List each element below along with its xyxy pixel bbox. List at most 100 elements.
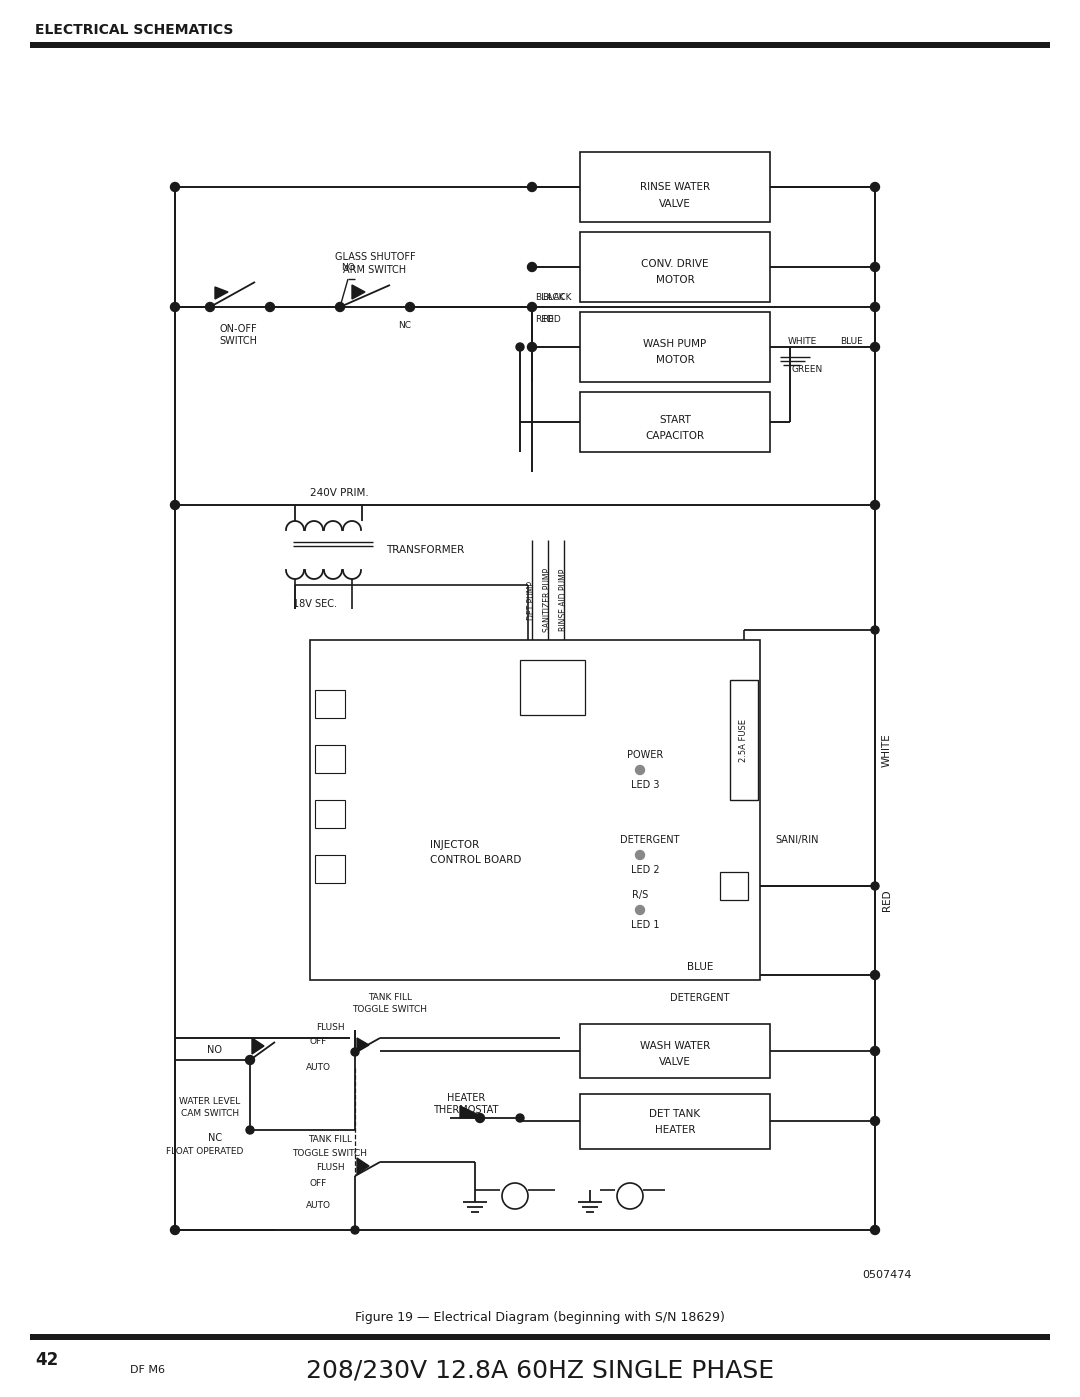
Text: WASH WATER: WASH WATER bbox=[639, 1041, 711, 1051]
Text: WASH PUMP: WASH PUMP bbox=[644, 339, 706, 349]
Text: BLACK: BLACK bbox=[542, 292, 571, 302]
Text: SANI/RIN: SANI/RIN bbox=[775, 835, 819, 845]
Text: DF M6: DF M6 bbox=[130, 1365, 165, 1375]
Circle shape bbox=[870, 1116, 879, 1126]
Text: 18V SEC.: 18V SEC. bbox=[293, 599, 337, 609]
Bar bbox=[315, 745, 345, 773]
Text: CAPACITOR: CAPACITOR bbox=[646, 432, 704, 441]
Text: CAM SWITCH: CAM SWITCH bbox=[181, 1109, 239, 1119]
Text: WHITE: WHITE bbox=[788, 338, 818, 346]
Text: SANITIZER PUMP: SANITIZER PUMP bbox=[543, 569, 553, 631]
Circle shape bbox=[171, 303, 179, 312]
Bar bbox=[519, 659, 585, 715]
Text: 2.5A FUSE: 2.5A FUSE bbox=[740, 718, 748, 761]
Circle shape bbox=[205, 303, 215, 312]
Circle shape bbox=[516, 1113, 524, 1122]
Polygon shape bbox=[215, 286, 228, 299]
Bar bbox=[720, 872, 748, 900]
Text: 0507474: 0507474 bbox=[862, 1270, 912, 1280]
Circle shape bbox=[870, 1225, 879, 1235]
Circle shape bbox=[171, 1225, 179, 1235]
Circle shape bbox=[870, 303, 879, 312]
Text: NC: NC bbox=[208, 1133, 222, 1143]
Text: ARM SWITCH: ARM SWITCH bbox=[343, 265, 406, 275]
Text: NO: NO bbox=[341, 263, 355, 271]
Text: RINSE WATER: RINSE WATER bbox=[640, 182, 710, 191]
Text: OFF: OFF bbox=[309, 1179, 326, 1187]
Text: BLACK: BLACK bbox=[535, 292, 565, 302]
Circle shape bbox=[527, 342, 537, 352]
Text: 42: 42 bbox=[35, 1351, 58, 1369]
Bar bbox=[580, 1094, 770, 1148]
Text: DET PUMP: DET PUMP bbox=[527, 581, 537, 619]
Bar bbox=[310, 640, 760, 981]
Text: FLUSH: FLUSH bbox=[315, 1164, 345, 1172]
Text: LED 2: LED 2 bbox=[631, 865, 659, 875]
Circle shape bbox=[870, 342, 879, 352]
Text: GLASS SHUTOFF: GLASS SHUTOFF bbox=[335, 251, 416, 263]
Text: CONTROL BOARD: CONTROL BOARD bbox=[430, 855, 522, 865]
Circle shape bbox=[870, 971, 879, 979]
Text: THERMOSTAT: THERMOSTAT bbox=[433, 1105, 499, 1115]
Text: POWER: POWER bbox=[626, 750, 663, 760]
Text: WHITE: WHITE bbox=[882, 733, 892, 767]
Text: RED: RED bbox=[542, 314, 561, 324]
Bar bbox=[315, 855, 345, 883]
Circle shape bbox=[351, 1048, 359, 1056]
Text: GREEN: GREEN bbox=[792, 365, 823, 373]
Text: DETERGENT: DETERGENT bbox=[620, 835, 679, 845]
Text: BLUE: BLUE bbox=[840, 338, 863, 346]
Polygon shape bbox=[460, 1106, 485, 1118]
Circle shape bbox=[171, 500, 179, 510]
Text: SWITCH: SWITCH bbox=[219, 337, 257, 346]
Polygon shape bbox=[252, 1038, 264, 1053]
Circle shape bbox=[351, 1227, 359, 1234]
Text: 240V PRIM.: 240V PRIM. bbox=[310, 488, 368, 497]
Text: DETERGENT: DETERGENT bbox=[671, 993, 730, 1003]
Bar bbox=[580, 152, 770, 222]
Text: AUTO: AUTO bbox=[306, 1063, 330, 1073]
Bar bbox=[580, 312, 770, 381]
Text: Figure 19 — Electrical Diagram (beginning with S/N 18629): Figure 19 — Electrical Diagram (beginnin… bbox=[355, 1310, 725, 1323]
Circle shape bbox=[870, 882, 879, 890]
Circle shape bbox=[171, 183, 179, 191]
Text: RINSE AID PUMP: RINSE AID PUMP bbox=[559, 569, 568, 631]
Text: R/S: R/S bbox=[632, 890, 648, 900]
Text: AUTO: AUTO bbox=[306, 1201, 330, 1210]
Polygon shape bbox=[357, 1038, 369, 1052]
Text: MOTOR: MOTOR bbox=[656, 355, 694, 365]
Text: MOTOR: MOTOR bbox=[656, 275, 694, 285]
Polygon shape bbox=[357, 1158, 369, 1173]
Text: VALVE: VALVE bbox=[659, 1058, 691, 1067]
Circle shape bbox=[527, 303, 537, 312]
Text: START: START bbox=[659, 415, 691, 425]
Bar bbox=[580, 1024, 770, 1078]
Circle shape bbox=[870, 500, 879, 510]
Circle shape bbox=[870, 1046, 879, 1056]
Circle shape bbox=[870, 626, 879, 634]
Text: DET TANK: DET TANK bbox=[649, 1109, 701, 1119]
Text: LED 3: LED 3 bbox=[631, 780, 659, 789]
Text: HEATER: HEATER bbox=[654, 1125, 696, 1134]
Text: TANK FILL: TANK FILL bbox=[308, 1136, 352, 1144]
Circle shape bbox=[405, 303, 415, 312]
Circle shape bbox=[245, 1056, 255, 1065]
Circle shape bbox=[635, 766, 645, 774]
Bar bbox=[315, 800, 345, 828]
Text: RED: RED bbox=[882, 888, 892, 911]
Text: NO: NO bbox=[207, 1045, 222, 1055]
Text: NC: NC bbox=[399, 320, 411, 330]
Circle shape bbox=[635, 851, 645, 859]
Bar bbox=[30, 1334, 1050, 1340]
Circle shape bbox=[870, 183, 879, 191]
Text: ON-OFF: ON-OFF bbox=[219, 324, 257, 334]
Text: INJECTOR: INJECTOR bbox=[430, 840, 480, 849]
Circle shape bbox=[870, 263, 879, 271]
Circle shape bbox=[635, 905, 645, 915]
Circle shape bbox=[475, 1113, 485, 1123]
Text: FLUSH: FLUSH bbox=[315, 1024, 345, 1032]
Text: OFF: OFF bbox=[309, 1038, 326, 1046]
Bar bbox=[315, 690, 345, 718]
Text: TRANSFORMER: TRANSFORMER bbox=[386, 545, 464, 555]
Text: RED: RED bbox=[535, 314, 554, 324]
